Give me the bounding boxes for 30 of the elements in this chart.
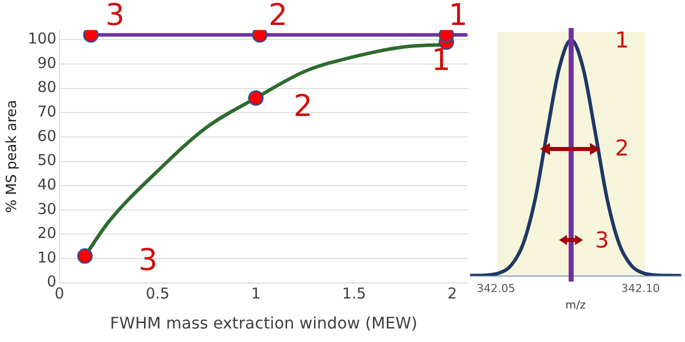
x-tick-label: 0.5 (146, 284, 170, 303)
x-tick-label: 342.05 (476, 282, 516, 296)
x-axis-title: m/z (565, 298, 586, 312)
annotation: 3 (138, 242, 158, 278)
y-tick-label: 80 (37, 78, 56, 96)
y-axis-title: % MS peak area (4, 100, 20, 213)
y-tick-label: 30 (37, 200, 56, 218)
y-tick-label: 50 (37, 151, 56, 170)
x-tick-label: 1 (251, 284, 261, 303)
y-tick-label: 40 (37, 175, 56, 194)
annotation: 3 (595, 228, 609, 254)
y-tick-label: 60 (37, 126, 56, 145)
x-tick-label: 1.5 (342, 284, 366, 303)
x-axis-title: FWHM mass extraction window (MEW) (110, 314, 418, 333)
annotation: 1 (615, 28, 629, 54)
y-tick-label: 10 (37, 248, 56, 266)
y-tick-label: 90 (37, 54, 56, 72)
y-tick-label: 100 (28, 30, 56, 48)
annotation: 2 (615, 136, 629, 162)
point (248, 90, 264, 106)
x-tick-label: 2 (448, 284, 458, 303)
annotation: 1 (448, 0, 468, 33)
annotation: 2 (293, 88, 313, 124)
point (77, 248, 93, 264)
annotation: 1 (431, 42, 451, 78)
y-tick-label: 70 (37, 102, 56, 121)
y-tick-label: 20 (37, 224, 56, 242)
x-tick-label: 342.10 (621, 282, 660, 296)
annotation: 3 (105, 0, 125, 33)
annotation: 2 (268, 0, 288, 33)
